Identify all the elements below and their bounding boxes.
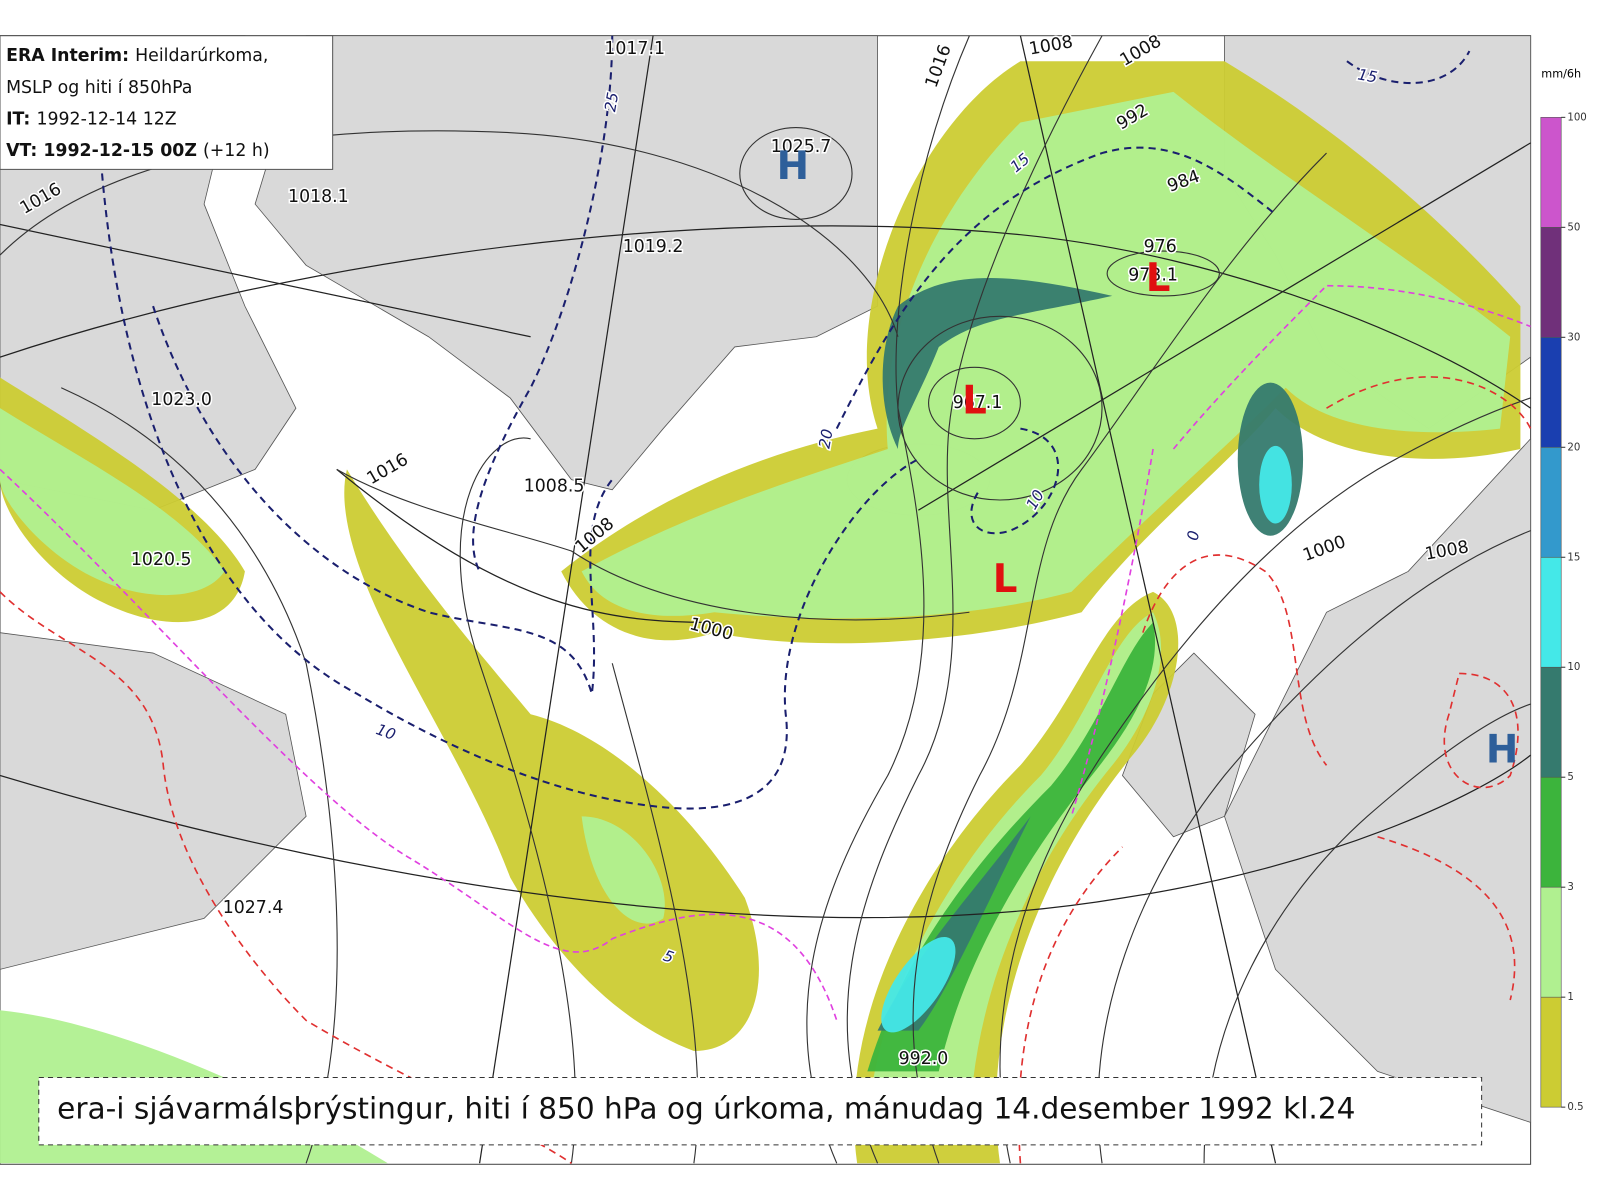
info-text: (+12 h) bbox=[203, 141, 270, 161]
temp-contour bbox=[472, 35, 614, 572]
longitude-line bbox=[918, 142, 1531, 511]
isobar bbox=[912, 152, 1327, 1164]
longitude-line bbox=[478, 35, 654, 1164]
center-value: 1025.7 bbox=[771, 137, 832, 157]
latitude-line bbox=[0, 225, 1531, 409]
caption-frame bbox=[38, 1077, 1483, 1146]
system-marker: H bbox=[777, 144, 809, 189]
colorbar-segment bbox=[1540, 336, 1562, 448]
colorbar-segment bbox=[1540, 666, 1562, 778]
colorbar-segment bbox=[1540, 446, 1562, 558]
colorbar-segment bbox=[1540, 776, 1562, 888]
isobar bbox=[846, 35, 1103, 1164]
precip-west-light bbox=[0, 408, 225, 596]
isobar bbox=[60, 387, 338, 1164]
colorbar-tick-label: 3 bbox=[1567, 882, 1573, 893]
isobar-label: 976 bbox=[1144, 237, 1177, 257]
isobar bbox=[459, 437, 577, 1164]
colorbar-tick-label: 1 bbox=[1567, 992, 1573, 1003]
isobar bbox=[897, 315, 1103, 501]
info-box: ERA Interim: Heildarúrkoma, MSLP og hiti í… bbox=[0, 35, 334, 170]
temperature-label: 0 bbox=[1184, 529, 1203, 542]
precip-central-light bbox=[581, 816, 665, 924]
precip-light-north bbox=[581, 91, 1511, 619]
system-marker: L bbox=[962, 379, 987, 424]
info-text: 1992-12-14 12Z bbox=[36, 109, 176, 129]
center-value: 1027.4 bbox=[223, 898, 284, 918]
info-lines: ERA Interim: Heildarúrkoma, MSLP og hiti í… bbox=[6, 46, 270, 161]
isobar bbox=[1106, 250, 1220, 297]
isobar bbox=[1097, 530, 1531, 1164]
info-bold: VT: 1992-12-15 00Z bbox=[6, 141, 197, 161]
colorbar-segment bbox=[1540, 996, 1562, 1108]
temperature-label: 20 bbox=[815, 428, 836, 450]
center-value: 1023.0 bbox=[151, 390, 212, 410]
isobar bbox=[739, 126, 853, 220]
colorbar-tick-label: 100 bbox=[1567, 112, 1586, 123]
colorbar-tick-label: 20 bbox=[1567, 442, 1580, 453]
latitude-line bbox=[336, 468, 715, 624]
precip-teal-north bbox=[882, 278, 1113, 449]
colorbar-tick-label: 5 bbox=[1567, 772, 1573, 783]
colorbar-tick-label: 0.5 bbox=[1567, 1102, 1583, 1113]
labrador bbox=[0, 632, 307, 970]
longitude-line bbox=[0, 223, 531, 338]
info-bold: IT: bbox=[6, 109, 30, 129]
temp-contour bbox=[152, 305, 614, 695]
isobar bbox=[928, 366, 1021, 440]
colorbar-tick-label: 30 bbox=[1567, 332, 1580, 343]
temp-contour bbox=[1346, 50, 1471, 85]
center-value: 1020.5 bbox=[131, 550, 192, 570]
system-marker: L bbox=[1146, 256, 1171, 301]
isobars bbox=[0, 35, 1531, 1164]
isobar bbox=[1203, 703, 1531, 1164]
colorbar-unit: mm/6h bbox=[1541, 68, 1581, 81]
colorbar-segment bbox=[1540, 227, 1562, 338]
colorbar-tick-label: 10 bbox=[1567, 662, 1580, 673]
isobar bbox=[806, 35, 970, 1164]
info-text: Heildarúrkoma, bbox=[135, 46, 268, 66]
center-value: 1008.5 bbox=[524, 477, 585, 497]
temp-contour bbox=[101, 173, 919, 810]
isobar bbox=[0, 130, 899, 337]
info-text: MSLP og hiti í 850hPa bbox=[6, 78, 192, 98]
isobar bbox=[999, 397, 1531, 1164]
colorbar-tick-label: 15 bbox=[1567, 552, 1580, 563]
colorbar-segment bbox=[1540, 556, 1562, 668]
system-marker: L bbox=[993, 557, 1018, 602]
center-value: 973.1 bbox=[1128, 266, 1178, 286]
temp-contour bbox=[970, 427, 1060, 535]
info-box-frame bbox=[0, 35, 334, 170]
center-value: 967.1 bbox=[953, 393, 1003, 413]
temp-contour-warm bbox=[0, 376, 1532, 1164]
center-value: 1017.1 bbox=[604, 39, 665, 59]
center-value: 992.0 bbox=[899, 1049, 949, 1069]
info-line: MSLP og hiti í 850hPa bbox=[6, 78, 192, 98]
center-value: 1018.1 bbox=[288, 187, 349, 207]
colorbar-tick-label: 50 bbox=[1567, 222, 1580, 233]
colorbar-segment bbox=[1540, 886, 1562, 998]
graticule bbox=[0, 35, 1531, 1164]
precip-cyan bbox=[881, 936, 956, 1033]
latitude-line bbox=[0, 754, 1531, 919]
temperature-label: 15 bbox=[1356, 65, 1378, 86]
temperature-label: 25 bbox=[601, 91, 622, 113]
system-marker: H bbox=[1486, 728, 1518, 773]
temperature-contours bbox=[0, 35, 1532, 1164]
info-line: ERA Interim: Heildarúrkoma, bbox=[6, 46, 268, 66]
precip-cyan-east bbox=[1259, 445, 1292, 524]
isobar bbox=[336, 468, 970, 621]
temp-contour-zero bbox=[0, 284, 1531, 1021]
longitude-line bbox=[1019, 35, 1277, 1164]
info-line: VT: 1992-12-15 00Z (+12 h) bbox=[6, 141, 270, 161]
colorbar: mm/6h 0.5 1 3 5 10 15 20 30 50 100 bbox=[1540, 68, 1587, 1113]
caption: era-i sjávarmálsþrýstingur, hiti í 850 h… bbox=[57, 1091, 1355, 1125]
info-bold: ERA Interim: bbox=[6, 46, 129, 66]
center-value: 1019.2 bbox=[623, 237, 684, 257]
precipitation bbox=[0, 61, 1521, 1164]
colorbar-segment bbox=[1540, 117, 1562, 228]
info-line: IT: 1992-12-14 12Z bbox=[6, 109, 177, 129]
